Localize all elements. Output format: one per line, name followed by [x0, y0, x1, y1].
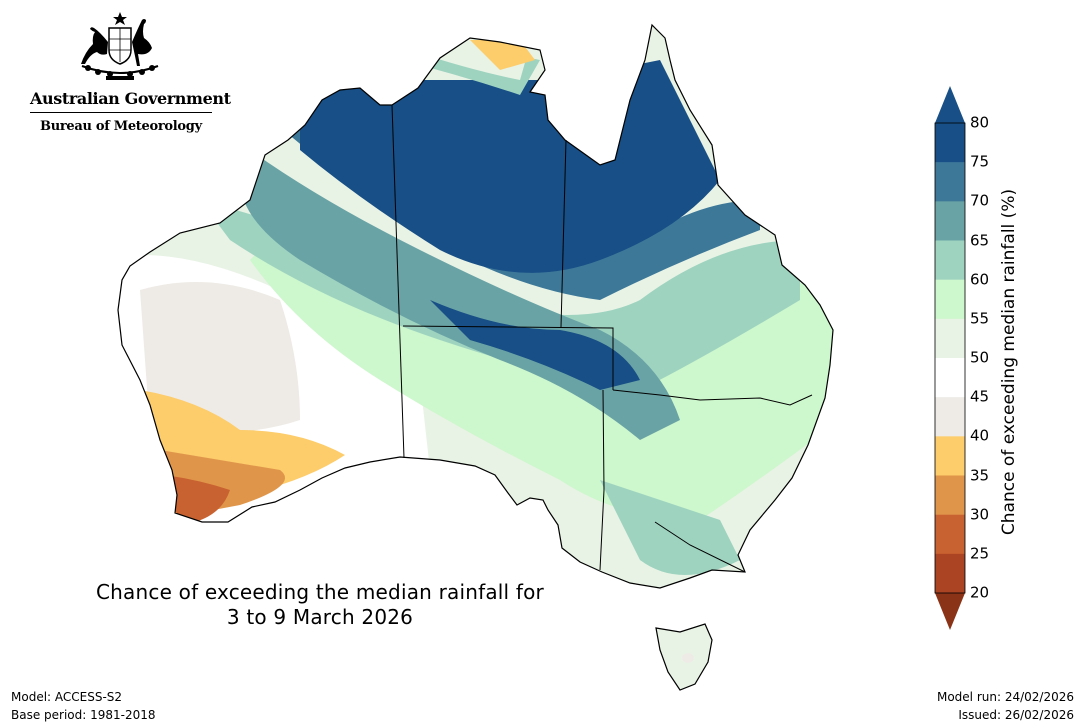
colorbar-tick-label: 30 — [970, 505, 990, 524]
colorbar-band-45-50 — [935, 358, 965, 398]
australia-map — [117, 23, 834, 691]
map-title: Chance of exceeding the median rainfall … — [60, 580, 580, 630]
colorbar-tick-label: 75 — [970, 152, 990, 171]
map-title-line2: 3 to 9 March 2026 — [226, 605, 414, 629]
bom-logo: Australian Government Bureau of Meteorol… — [20, 8, 231, 143]
colorbar-tick-label: 35 — [970, 466, 990, 484]
colorbar-band-60-65 — [935, 240, 965, 280]
map-title-line1: Chance of exceeding the median rainfall … — [96, 580, 544, 604]
rainfall-map: Chance of exceeding the median rainfall … — [60, 23, 834, 691]
base-period-label: Base period: 1981-2018 — [11, 708, 156, 722]
colorbar-tick-label: 60 — [970, 270, 990, 289]
colorbar-band-30-35 — [935, 475, 965, 515]
model-run-label: Model run: 24/02/2026 — [936, 690, 1074, 704]
colorbar-tick-label: 50 — [970, 348, 990, 367]
colorbar-tick-label: 25 — [970, 544, 990, 563]
colorbar-band-55-60 — [935, 279, 965, 320]
colorbar-band-70-75 — [935, 162, 965, 202]
government-name: Australian Government — [30, 89, 231, 108]
colorbar-over-arrow — [935, 86, 965, 123]
colorbar-under-arrow — [935, 593, 965, 630]
footer-right: Model run: 24/02/2026 Issued: 26/02/2026 — [937, 688, 1074, 724]
colorbar-tick-label: 65 — [970, 231, 990, 249]
colorbar-band-65-70 — [935, 201, 965, 241]
footer-left: Model: ACCESS-S2 Base period: 1981-2018 — [11, 688, 156, 724]
colorbar-tick-label: 55 — [970, 309, 990, 328]
coat-of-arms-icon — [81, 12, 159, 80]
colorbar-tick-label: 80 — [970, 113, 990, 132]
issued-label: Issued: 26/02/2026 — [958, 708, 1074, 722]
colorbar-tick-label: 45 — [970, 387, 990, 406]
header-divider — [30, 112, 212, 113]
colorbar-band-50-55 — [935, 318, 965, 359]
bureau-name: Bureau of Meteorology — [40, 119, 202, 134]
colorbar-band-25-30 — [935, 514, 965, 555]
colorbar-band-40-45 — [935, 397, 965, 437]
colorbar-title: Chance of exceeding median rainfall (%) — [999, 188, 1019, 536]
colorbar-band-35-40 — [935, 436, 965, 476]
colorbar-band-20-25 — [935, 553, 965, 594]
colorbar-band-75-80 — [935, 123, 965, 163]
colorbar — [934, 86, 966, 630]
model-label: Model: ACCESS-S2 — [11, 690, 123, 704]
colorbar-tick-label: 40 — [970, 426, 990, 445]
colorbar-tick-label: 20 — [970, 583, 990, 602]
colorbar-tick-label: 70 — [970, 191, 990, 210]
